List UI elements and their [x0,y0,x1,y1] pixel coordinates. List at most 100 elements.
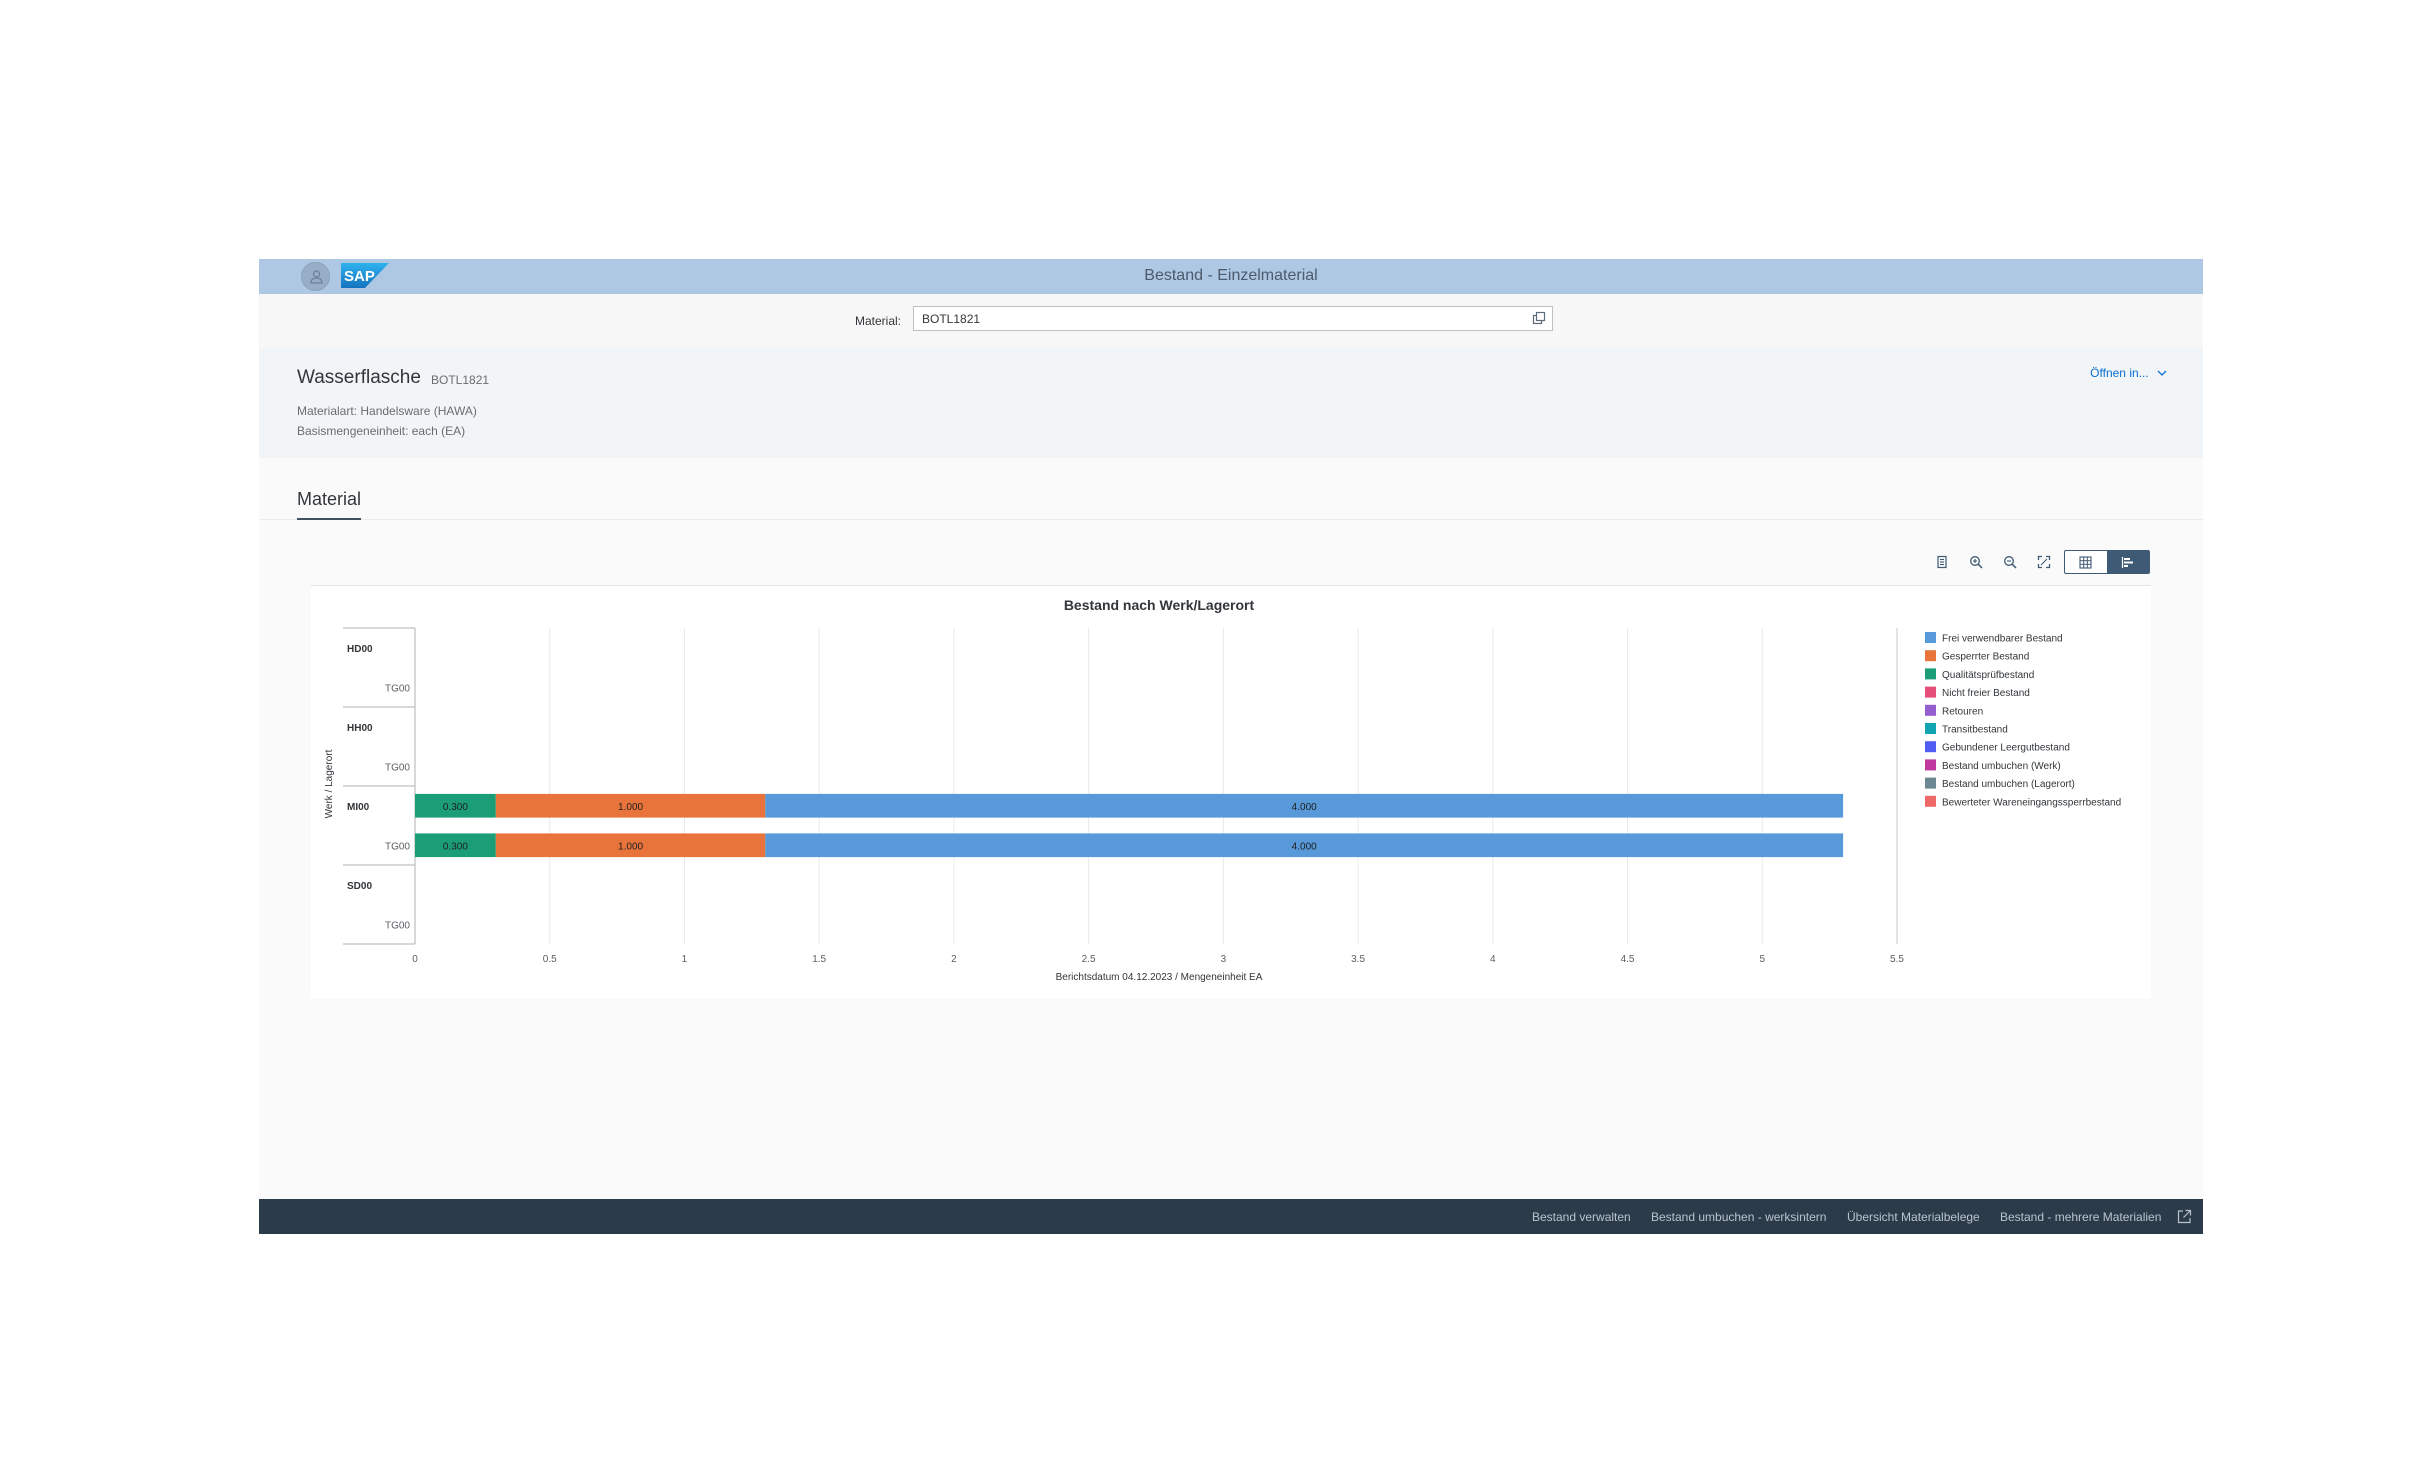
legend-item-label: Bestand umbuchen (Lagerort) [1942,779,2075,790]
sap-logo-text: SAP [344,268,375,285]
legend-swatch [1925,632,1936,643]
footer-toolbar: Bestand verwalten Bestand umbuchen - wer… [259,1199,2203,1234]
legend-swatch [1925,686,1936,698]
object-header: Wasserflasche BOTL1821 Materialart: Hand… [259,348,2203,458]
bar-value-label: 1.000 [618,841,643,852]
object-title: Wasserflasche [297,367,421,388]
material-input[interactable]: BOTL1821 [913,306,1553,331]
fullscreen-icon [2037,555,2051,569]
legend-swatch [1925,650,1936,662]
x-axis-title: Berichtsdatum 04.12.2023 / Mengeneinheit… [1056,972,1263,983]
app-title: Bestand - Einzelmaterial [1144,267,1318,284]
x-tick-label: 3.5 [1351,954,1365,965]
open-in-menu-button[interactable]: Öffnen in... [2090,366,2167,380]
legend-toggle-button[interactable] [1929,550,1955,574]
x-tick-label: 0.5 [543,954,557,965]
bar-value-label: 0.300 [443,841,468,852]
footer-link-stock-multiple[interactable]: Bestand - mehrere Materialien [2000,1210,2162,1224]
legend-swatch [1925,795,1936,807]
section-tab-bar: Material [259,458,2203,520]
user-avatar[interactable] [301,262,330,291]
x-tick-label: 1.5 [812,954,826,965]
grid-lines [549,628,1898,944]
value-help-icon[interactable] [1532,311,1546,325]
x-tick-label: 4.5 [1621,954,1635,965]
bar-value-label: 4.000 [1292,841,1317,852]
x-axis: 0 0.5 1 1.5 2 2.5 3 3.5 4 4.5 5 5.5 [412,954,1904,965]
bar-segment [495,793,766,818]
row-label: TG00 [385,841,410,852]
table-view-icon [2079,556,2092,569]
chart-view-icon [2121,557,2133,568]
stock-chart: Bestand nach Werk/Lagerort Werk / Lagero… [324,597,2121,983]
legend-swatch [1925,723,1936,734]
legend-item-label: Retouren [1942,706,1983,717]
sap-logo[interactable]: SAP [341,263,389,288]
legend-item-label: Bewerteter Wareneingangssperrbestand [1942,797,2121,808]
legend-swatch [1925,704,1936,716]
legend-item-label: Transitbestand [1942,725,2008,736]
footer-link-manage-stock[interactable]: Bestand verwalten [1532,1210,1631,1224]
legend-icon [1937,555,1947,569]
group-label: MI00 [347,802,370,813]
footer-link-transfer-stock[interactable]: Bestand umbuchen - werksintern [1651,1210,1827,1224]
y-axis-title: Werk / Lagerort [324,749,335,818]
material-label: Material: [855,314,902,328]
legend-item-label: Qualitätsprüfbestand [1942,670,2034,681]
zoom-in-button[interactable] [1963,550,1989,574]
legend-swatch [1925,741,1936,753]
bar-segment [415,833,496,858]
external-link-icon[interactable] [2177,1209,2192,1224]
zoom-out-icon [2004,556,2017,569]
legend-swatch [1925,777,1936,789]
legend-item-label: Gebundener Leergutbestand [1942,743,2070,754]
bar-value-label: 0.300 [443,802,468,813]
x-tick-label: 5 [1759,954,1765,965]
chart-legend: Frei verwendbarer Bestand Gesperrter Best… [1925,632,2121,808]
legend-swatch [1925,668,1936,680]
chart-title: Bestand nach Werk/Lagerort [1064,597,1255,613]
chevron-down-icon [2157,370,2167,376]
zoom-in-icon [1970,556,1983,569]
x-tick-label: 3 [1221,954,1227,965]
bar-value-label: 1.000 [618,802,643,813]
y-axis: HD00 TG00 HH00 TG00 MI00 TG00 SD00 TG00 [343,627,416,945]
x-tick-label: 1 [682,954,688,965]
table-view-button[interactable] [2065,551,2107,573]
group-label: HD00 [347,644,373,655]
row-label: TG00 [385,920,410,931]
material-type-attribute: Materialart: Handelsware (HAWA) [297,404,477,418]
group-label: HH00 [347,723,373,734]
material-selection-bar: Material: BOTL1821 [259,294,2203,348]
x-tick-label: 4 [1490,954,1496,965]
row-label: TG00 [385,683,410,694]
bar-segment [765,833,1844,858]
group-label: SD00 [347,881,372,892]
user-icon [310,270,323,284]
x-tick-label: 0 [412,954,418,965]
base-unit-attribute: Basismengeneinheit: each (EA) [297,424,466,438]
tab-material[interactable]: Material [297,489,362,520]
bar-segment [765,793,1844,818]
open-in-label: Öffnen in... [2090,366,2149,380]
legend-swatch [1925,759,1936,771]
bar-segment [495,833,766,858]
row-label: TG00 [385,762,410,773]
footer-link-material-documents[interactable]: Übersicht Materialbelege [1847,1210,1980,1224]
bars: 0.300 1.000 4.000 0.300 1.000 4.000 [415,793,1844,858]
x-tick-label: 2 [951,954,957,965]
view-toggle [2064,550,2150,574]
shell-bar: SAP Bestand - Einzelmaterial [259,259,2203,294]
object-subtitle: BOTL1821 [431,373,490,387]
fullscreen-button[interactable] [2031,550,2057,574]
chart-container: Bestand nach Werk/Lagerort Werk / Lagero… [311,585,2151,999]
material-input-value: BOTL1821 [922,312,981,326]
legend-item-label: Gesperrter Bestand [1942,652,2029,663]
zoom-out-button[interactable] [1997,550,2023,574]
legend-item-label: Frei verwendbarer Bestand [1942,634,2063,645]
chart-view-button[interactable] [2107,551,2149,573]
bar-value-label: 4.000 [1292,802,1317,813]
legend-item-label: Bestand umbuchen (Werk) [1942,761,2061,772]
app-window: SAP Bestand - Einzelmaterial Material: B… [259,259,2203,1234]
x-tick-label: 5.5 [1890,954,1904,965]
